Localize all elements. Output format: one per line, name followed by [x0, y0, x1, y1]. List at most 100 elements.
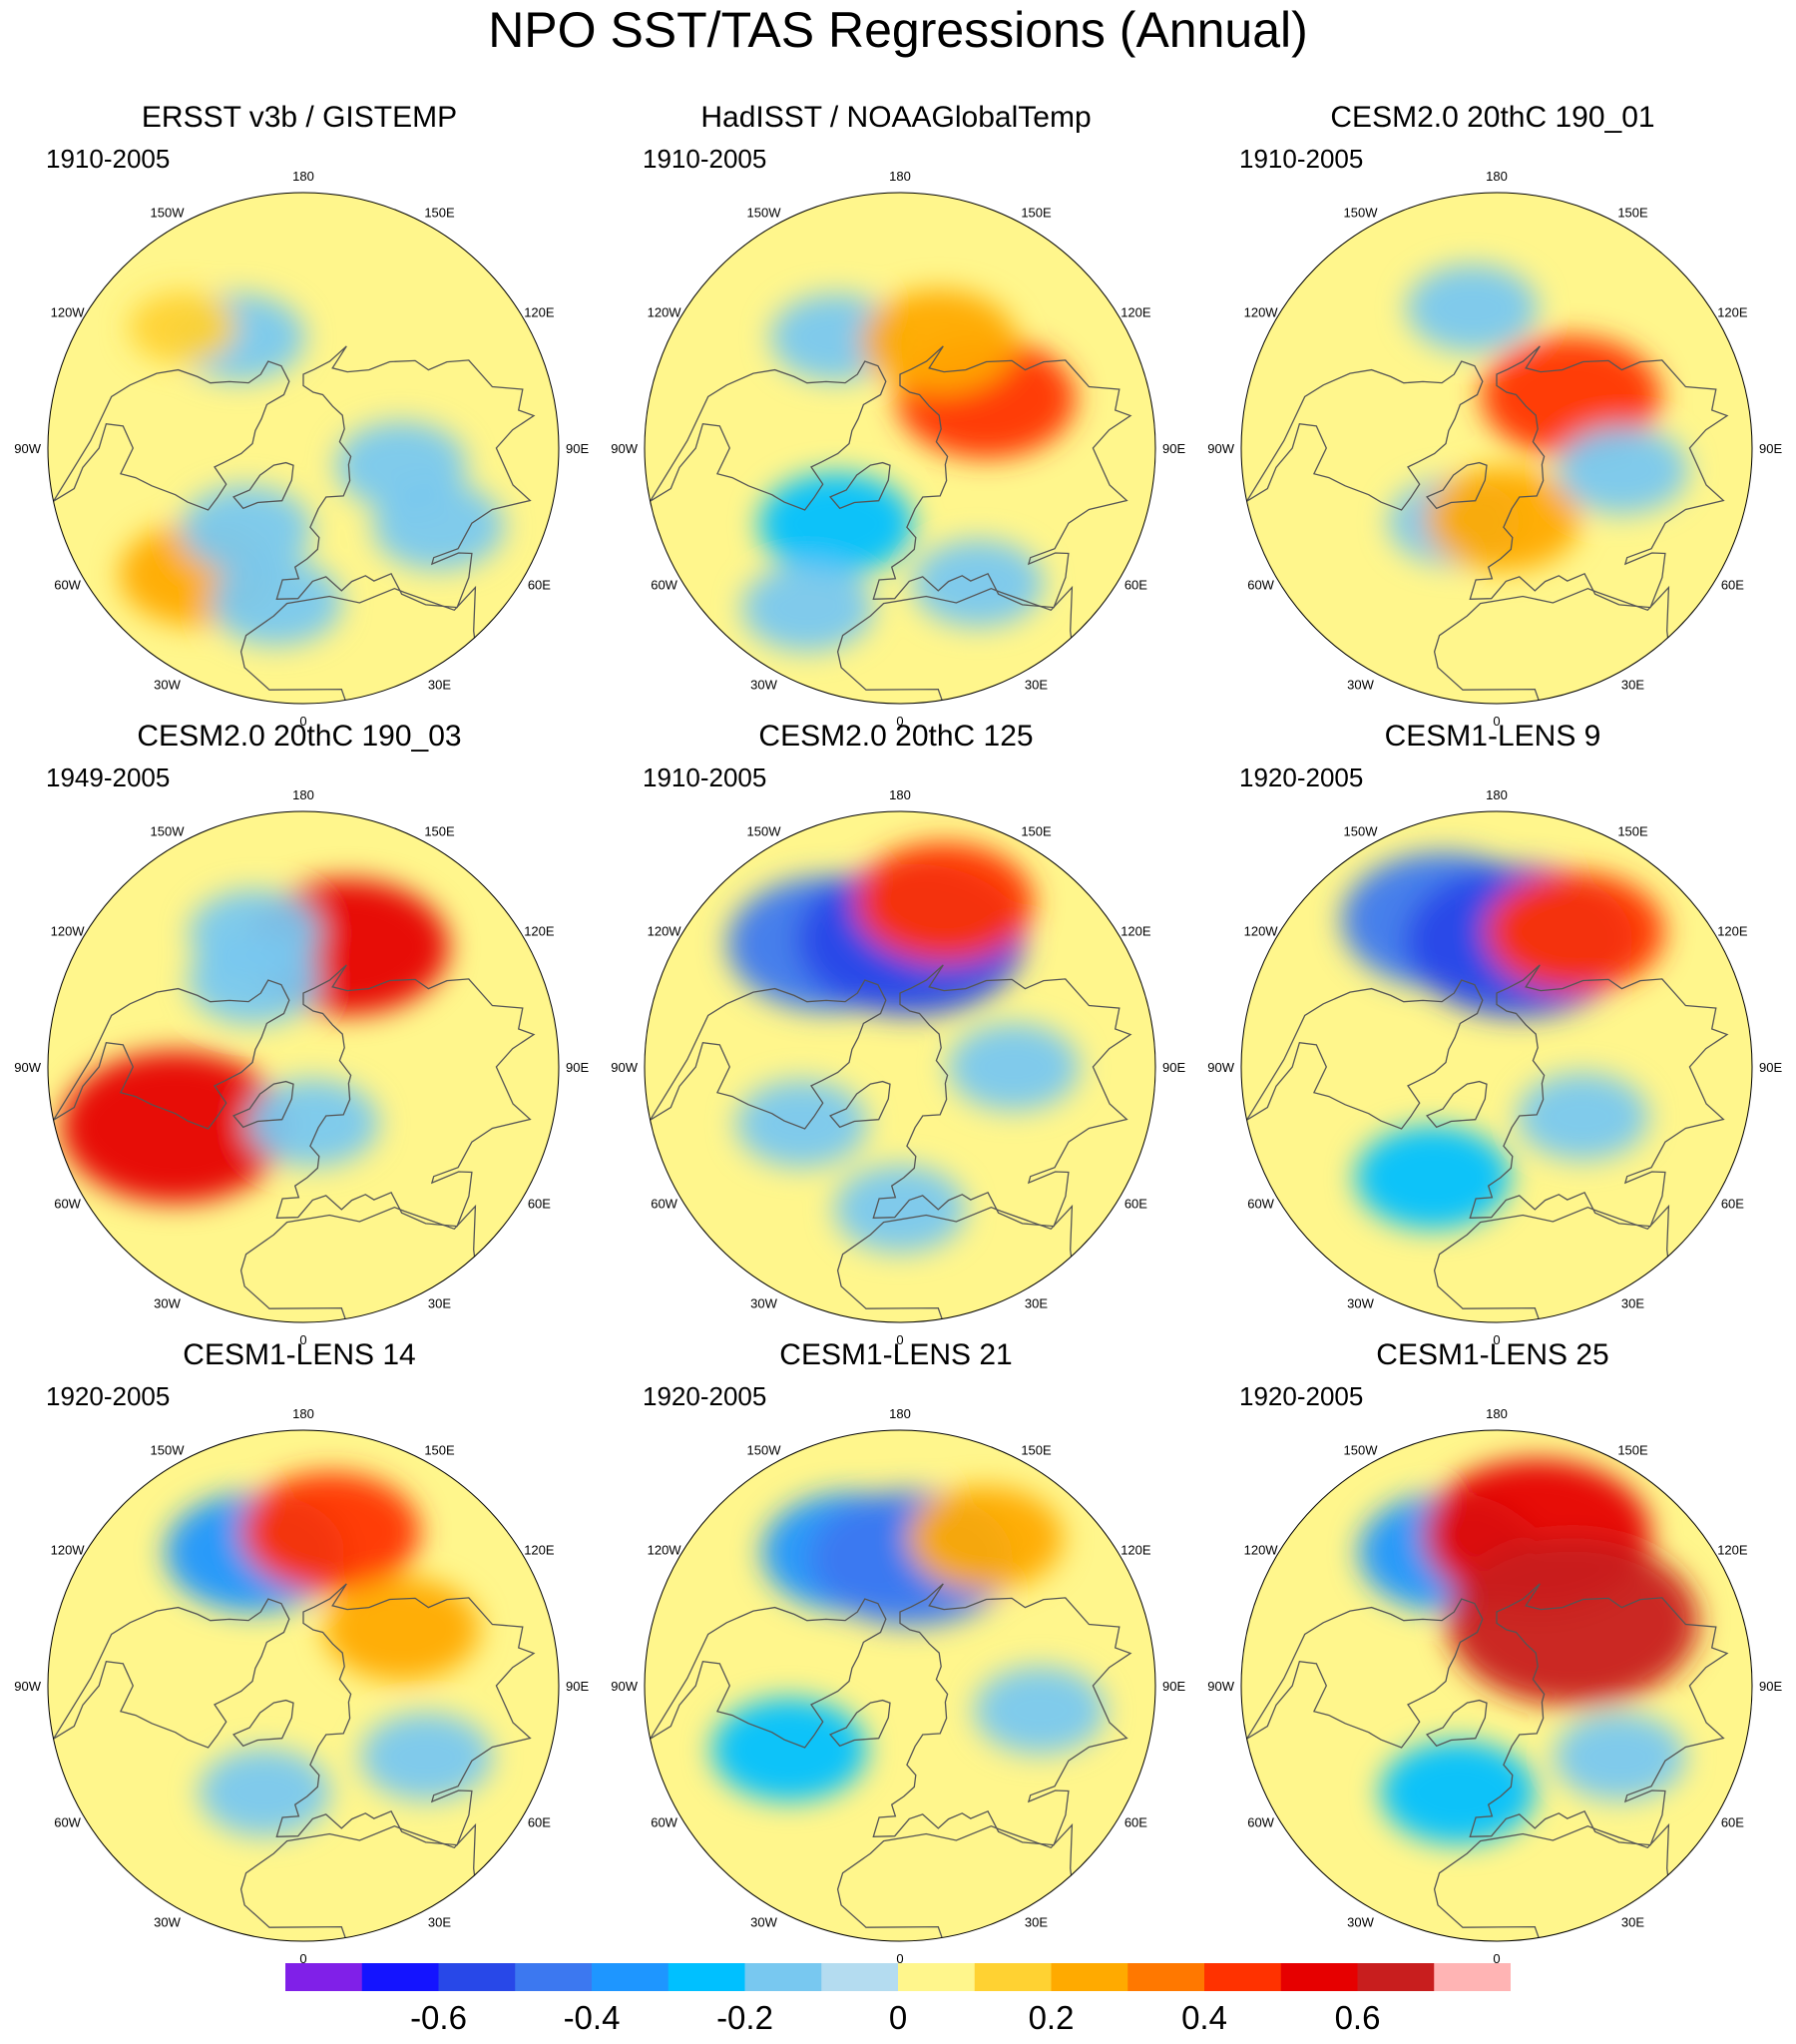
coastline-greenland [1426, 1699, 1488, 1748]
longitude-label: 60E [1124, 578, 1147, 593]
panel-title: CESM1-LENS 25 [1376, 1338, 1609, 1371]
polar-map: 180 150E 120E 90E 60E 30E 0 30W 60W 90W 120W 150W [1207, 169, 1782, 729]
anomaly-patch [1447, 1538, 1699, 1707]
colorbar-tick-label: -0.4 [563, 1999, 621, 2036]
anomaly-patch [947, 1023, 1080, 1111]
longitude-label: 60W [1247, 578, 1274, 593]
longitude-label: 120E [1121, 305, 1151, 320]
colorbar-swatch [515, 1963, 593, 1991]
longitude-label: 90W [14, 441, 41, 456]
longitude-label: 90W [1207, 1679, 1234, 1694]
longitude-label: 150W [1344, 1443, 1379, 1458]
colorbar-swatch [974, 1963, 1052, 1991]
period-label: 1920-2005 [46, 1381, 171, 1411]
longitude-label: 150E [1021, 824, 1052, 839]
colorbar-swatch [668, 1963, 745, 1991]
map-outline [47, 1429, 560, 1942]
anomaly-patch [323, 1577, 480, 1682]
polar-map: 180 150E 120E 90E 60E 30E 0 30W 60W 90W 120W 150W [611, 1406, 1185, 1966]
longitude-label: 180 [292, 169, 314, 184]
map-outline [644, 810, 1156, 1323]
panel-title: CESM2.0 20thC 125 [758, 720, 1034, 753]
colorbar-tick-label: -0.2 [716, 1999, 773, 2036]
coastline-greenland [829, 461, 891, 510]
longitude-label: 120E [1121, 924, 1151, 939]
figure-title: NPO SST/TAS Regressions (Annual) [488, 2, 1308, 58]
longitude-label: 120E [524, 305, 555, 320]
longitude-label: 30W [154, 1295, 181, 1310]
longitude-label: 60E [528, 1197, 551, 1212]
longitude-label: 150W [1344, 206, 1379, 221]
longitude-label: 180 [1486, 1406, 1508, 1421]
anomaly-patch [129, 291, 237, 364]
longitude-label: 150E [424, 206, 455, 221]
longitude-label: 60E [1721, 1815, 1744, 1830]
polar-map: 180 150E 120E 90E 60E 30E 0 30W 60W 90W 120W 150W [1207, 1406, 1782, 1966]
longitude-label: 150E [1021, 206, 1052, 221]
map-panel: CESM1-LENS 14 180 150E 120E 90E 60E 30E 0 30W 60W… [0, 1337, 599, 1966]
longitude-label: 90E [1162, 1679, 1185, 1694]
map-outline [1240, 810, 1753, 1323]
colorbar-tick-label: 0.4 [1181, 1999, 1227, 2036]
colorbar-swatch [438, 1963, 516, 1991]
colorbar-tick-label: 0.2 [1028, 1999, 1075, 2036]
coastline-eurasia [275, 1583, 536, 1846]
longitude-label: 90E [566, 441, 589, 456]
anomaly-patch [199, 1748, 331, 1836]
longitude-label: 60E [1124, 1197, 1147, 1212]
coastline-north-america [53, 979, 290, 1130]
coastline-africa [1433, 1822, 1671, 1941]
map-panel: CESM2.0 20thC 190_03 180 150E 120E 90E 60E 30E… [0, 719, 599, 1347]
longitude-label: 180 [889, 787, 911, 802]
longitude-label: 0 [896, 1951, 903, 1966]
longitude-label: 0 [1493, 1332, 1500, 1347]
anomaly-patch [360, 1713, 493, 1801]
coastline-greenland [829, 1080, 891, 1129]
longitude-label: 0 [896, 1332, 903, 1347]
longitude-label: 90E [1162, 1060, 1185, 1075]
longitude-label: 30E [1025, 1914, 1048, 1929]
coastline-africa [1433, 1204, 1671, 1322]
longitude-label: 60W [1247, 1815, 1274, 1830]
period-label: 1920-2005 [1239, 1381, 1364, 1411]
longitude-label: 150W [747, 206, 782, 221]
longitude-label: 180 [1486, 169, 1508, 184]
period-label: 1920-2005 [643, 1381, 767, 1411]
longitude-label: 90W [14, 1679, 41, 1694]
panel-title: CESM1-LENS 9 [1384, 720, 1601, 753]
anomaly-patch [758, 472, 915, 577]
period-label: 1910-2005 [643, 763, 767, 792]
longitude-label: 120E [1717, 305, 1748, 320]
longitude-label: 30W [750, 1914, 777, 1929]
coastline-greenland [1426, 461, 1488, 510]
anomaly-patch [335, 421, 468, 510]
anomaly-patch [711, 1698, 868, 1801]
longitude-label: 120E [1121, 1543, 1151, 1558]
anomaly-patch [1517, 1072, 1649, 1161]
anomaly-patch [735, 1079, 868, 1168]
coastline-eurasia [275, 964, 536, 1228]
colorbar-swatch [1434, 1963, 1511, 1991]
anomaly-patch [1380, 1740, 1537, 1844]
anomaly-patch [741, 564, 874, 653]
longitude-label: 30E [1025, 677, 1048, 692]
colorbar-swatch [744, 1963, 822, 1991]
longitude-label: 120W [648, 305, 682, 320]
map-outline [1240, 1429, 1753, 1942]
coastline-north-america [53, 360, 290, 511]
longitude-label: 30E [1621, 677, 1644, 692]
colorbar-swatch [361, 1963, 439, 1991]
coastline-africa [836, 1822, 1075, 1941]
longitude-label: 60W [651, 1815, 677, 1830]
longitude-label: 150W [151, 1443, 186, 1458]
longitude-label: 60W [54, 578, 81, 593]
map-panel: ERSST v3b / GISTEMP 180 150E 120E 90E 60E 30E 0… [0, 100, 599, 729]
colorbar-swatch [1204, 1963, 1282, 1991]
anomaly-patch [834, 1165, 966, 1254]
anomaly-patch [1554, 1713, 1686, 1801]
colorbar-swatch [592, 1963, 670, 1991]
longitude-label: 180 [889, 169, 911, 184]
map-panel: CESM1-LENS 21 180 150E 120E 90E 60E 30E 0 30W 60W… [597, 1337, 1195, 1966]
longitude-label: 180 [889, 1406, 911, 1421]
longitude-label: 120W [51, 1543, 86, 1558]
